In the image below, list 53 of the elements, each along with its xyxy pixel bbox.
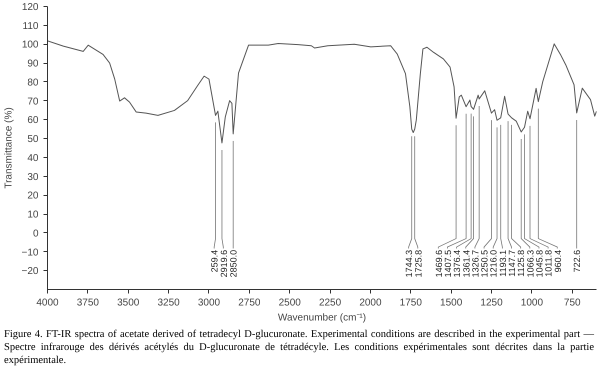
y-tick-label: −10 [22, 247, 39, 258]
y-tick-label: 60 [27, 115, 39, 126]
annotation: 1216.0 [488, 250, 499, 278]
y-tick-label: 110 [22, 20, 39, 32]
y-tick-label: 80 [27, 77, 39, 88]
x-tick-label: 3750 [76, 298, 100, 308]
x-tick-label: 2000 [359, 298, 382, 308]
x-tick-label: 750 [564, 298, 582, 308]
y-axis-title: Transmittance (%) [4, 107, 15, 189]
y-tick-label: 120 [22, 2, 39, 13]
annotation: 1744.3 [404, 250, 414, 278]
y-tick-label: 0 [32, 228, 39, 240]
annotation: 2850.0 [228, 250, 239, 278]
y-tick-label: 70 [27, 96, 39, 108]
x-tick-label: 1250 [480, 298, 504, 308]
y-tick-label: 90 [27, 58, 39, 70]
x-tick-label: 2750 [238, 298, 261, 308]
annotation: 1725.8 [413, 250, 424, 278]
annotation: 1407.5 [442, 250, 453, 278]
annotation: 1361.4 [461, 250, 472, 278]
y-tick-label: 20 [27, 190, 39, 202]
annotation: 1125.8 [516, 250, 526, 277]
annotation: 1193.1 [498, 250, 508, 277]
annotation: 722.6 [572, 250, 582, 272]
x-tick-label: 3000 [198, 298, 221, 308]
y-tick-label: 30 [27, 172, 39, 183]
annotation: 960.4 [552, 250, 563, 272]
annotation: 1147.7 [507, 250, 518, 277]
y-tick-label: 10 [27, 210, 39, 221]
x-tick-label: 3500 [117, 298, 140, 308]
annotation: 1011.8 [544, 250, 554, 277]
annotation: 1376.4 [452, 250, 462, 278]
x-tick-label: 4000 [36, 298, 60, 308]
y-tick-label: −20 [22, 266, 39, 278]
x-tick-label: 1000 [520, 298, 544, 308]
x-axis-title: Wavenumber (cm⁻¹) [278, 312, 366, 324]
x-tick-label: 3250 [157, 298, 180, 308]
annotation: 1469.6 [434, 250, 444, 278]
annotation: 1250.5 [480, 250, 490, 278]
annotation: 259.4 [210, 250, 220, 272]
annotation: 1045.8 [534, 250, 544, 278]
annotation: 1066.3 [525, 250, 536, 278]
y-tick-label: 50 [27, 134, 39, 146]
annotation: 1326.7 [470, 250, 480, 278]
y-tick-label: 100 [22, 40, 39, 51]
line-series [48, 40, 596, 144]
annotation: 2919.6 [218, 250, 229, 278]
x-tick-label: 2250 [318, 298, 342, 308]
x-tick-label: 2500 [278, 298, 302, 308]
x-tick-label: 1500 [440, 298, 463, 308]
x-tick-label: 1750 [400, 298, 422, 308]
y-tick-label: 40 [27, 152, 39, 164]
caption: Figure 4. FT-IR spectra of acetate derived of tetradecyl D-glucuronate. Experimental conditions are described in the experimental part — Spectre infrarouge des dérivés acétylés du D-glucuronate de tétradécyle. Les conditions expérimentales sont décrites dans la partie expérimentale. [4, 328, 594, 368]
